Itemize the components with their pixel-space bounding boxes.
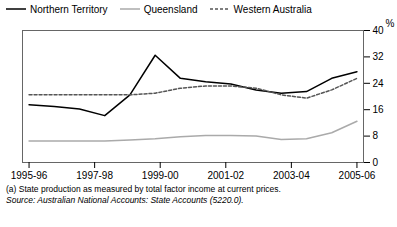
svg-text:1997-98: 1997-98 (76, 170, 113, 181)
svg-text:%: % (386, 18, 395, 29)
svg-text:1999-00: 1999-00 (142, 170, 179, 181)
html-text:(a) State production as measur: (a) State production as measured by tota… (6, 184, 281, 194)
svg-text:16: 16 (373, 104, 385, 115)
svg-text:24: 24 (373, 78, 385, 89)
svg-text:1995-96: 1995-96 (11, 170, 48, 181)
svg-text:2001-02: 2001-02 (207, 170, 244, 181)
svg-text:2005-06: 2005-06 (339, 170, 376, 181)
html-text:Source: Australian National Ac: Source: Australian National Accounts: St… (6, 195, 244, 205)
html-text:Western Australia: Western Australia (233, 3, 312, 15)
svg-text:40: 40 (373, 25, 385, 36)
svg-text:32: 32 (373, 51, 385, 62)
svg-text:8: 8 (373, 130, 379, 141)
html-text:Northern Territory: Northern Territory (30, 3, 108, 15)
html-text:Queensland: Queensland (143, 3, 198, 15)
svg-text:0: 0 (373, 157, 379, 168)
svg-text:2003-04: 2003-04 (273, 170, 310, 181)
